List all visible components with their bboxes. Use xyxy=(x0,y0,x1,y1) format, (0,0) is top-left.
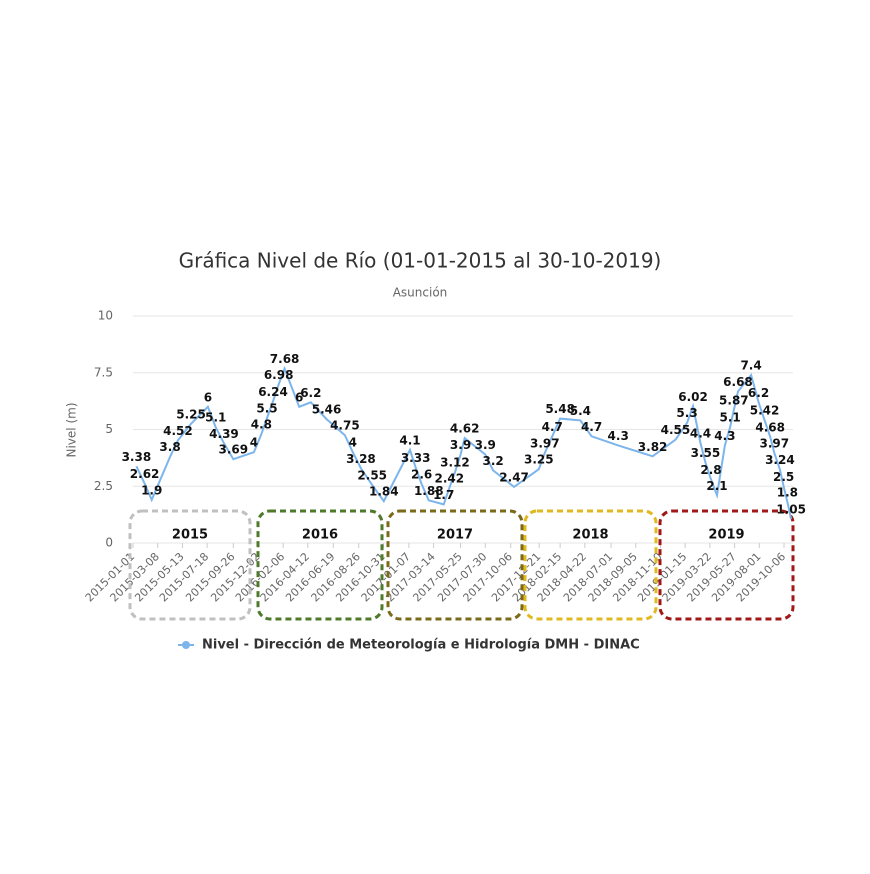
data-label: 5.25 xyxy=(176,407,206,421)
data-label: 4.52 xyxy=(163,424,193,438)
data-label: 4.8 xyxy=(251,418,272,432)
year-box xyxy=(386,509,524,621)
data-label: 3.38 xyxy=(122,450,152,464)
data-label: 7.68 xyxy=(270,352,300,366)
data-label: 1.84 xyxy=(369,485,399,499)
legend-label: Nivel - Dirección de Meteorología e Hidr… xyxy=(202,638,640,653)
data-label: 3.9 xyxy=(450,438,471,452)
year-label: 2018 xyxy=(572,528,608,543)
data-label: 5.1 xyxy=(719,411,740,425)
y-axis-label: Nivel (m) xyxy=(65,403,79,458)
y-tick-label: 0 xyxy=(105,536,113,550)
data-label: 6.2 xyxy=(300,386,321,400)
data-label: 4.4 xyxy=(690,427,711,441)
data-label: 3.2 xyxy=(483,454,504,468)
data-label: 3.82 xyxy=(638,440,668,454)
data-label: 6 xyxy=(295,390,303,404)
y-tick-label: 2.5 xyxy=(94,479,113,493)
data-label: 4.55 xyxy=(661,423,691,437)
data-label: 2.42 xyxy=(435,472,465,486)
year-box xyxy=(256,509,384,621)
y-tick-label: 7.5 xyxy=(94,365,113,379)
data-label: 3.12 xyxy=(440,456,470,470)
data-label: 1.8 xyxy=(777,486,798,500)
year-label: 2017 xyxy=(437,528,473,543)
data-label: 4.1 xyxy=(399,433,420,447)
data-label: 3.69 xyxy=(219,443,249,457)
data-label: 5.4 xyxy=(570,404,591,418)
data-label: 2.47 xyxy=(499,470,529,484)
data-label: 3.33 xyxy=(401,451,431,465)
data-label: 5.48 xyxy=(545,402,575,416)
data-label: 7.4 xyxy=(740,359,761,373)
y-tick-label: 5 xyxy=(105,422,113,436)
data-label: 3.8 xyxy=(159,440,180,454)
chart-title: Gráfica Nivel de Río (01-01-2015 al 30-1… xyxy=(179,249,662,273)
year-box xyxy=(523,509,658,621)
y-tick-label: 10 xyxy=(98,309,113,323)
data-label: 5.87 xyxy=(719,393,749,407)
data-label: 6.02 xyxy=(678,390,708,404)
data-label: 5.3 xyxy=(676,406,697,420)
year-box xyxy=(658,509,795,621)
data-label: 5.1 xyxy=(205,411,226,425)
data-label: 2.6 xyxy=(411,467,432,481)
data-label: 1.9 xyxy=(141,483,162,497)
data-label: 4.3 xyxy=(714,429,735,443)
data-label: 4 xyxy=(250,436,258,450)
data-label: 2.55 xyxy=(357,469,387,483)
year-box xyxy=(128,509,252,621)
data-label: 4.68 xyxy=(755,420,785,434)
data-label: 1.88 xyxy=(414,484,444,498)
data-label: 3.24 xyxy=(765,453,795,467)
data-label: 4 xyxy=(349,436,357,450)
data-label: 5.46 xyxy=(312,403,342,417)
data-label: 3.97 xyxy=(759,436,789,450)
legend-marker xyxy=(182,641,190,649)
data-label: 5.5 xyxy=(256,402,277,416)
data-label: 3.9 xyxy=(475,438,496,452)
year-label: 2016 xyxy=(302,528,338,543)
data-label: 2.8 xyxy=(700,463,721,477)
chart-subtitle: Asunción xyxy=(393,286,448,300)
data-label: 4.75 xyxy=(330,419,360,433)
data-label: 4.39 xyxy=(209,427,239,441)
data-label: 2.62 xyxy=(130,467,160,481)
year-label: 2019 xyxy=(708,528,744,543)
data-label: 4.7 xyxy=(542,420,563,434)
data-label: 5.42 xyxy=(750,403,780,417)
data-label: 3.28 xyxy=(346,452,376,466)
data-label: 6.24 xyxy=(258,385,288,399)
data-label: 1.7 xyxy=(433,488,454,502)
data-label: 6 xyxy=(204,390,212,404)
data-label: 6.98 xyxy=(264,368,294,382)
data-label: 4.3 xyxy=(608,429,629,443)
data-label: 3.25 xyxy=(524,453,554,467)
data-label: 6.68 xyxy=(723,375,753,389)
data-label: 1.05 xyxy=(776,503,806,517)
data-label: 4.7 xyxy=(581,420,602,434)
data-label: 3.97 xyxy=(530,436,560,450)
data-label: 4.62 xyxy=(450,422,480,436)
data-label: 3.55 xyxy=(691,446,721,460)
data-label: 2.5 xyxy=(773,470,794,484)
data-label: 6.2 xyxy=(748,386,769,400)
series-line xyxy=(135,365,793,520)
data-label: 2.1 xyxy=(706,479,727,493)
year-label: 2015 xyxy=(172,528,208,543)
